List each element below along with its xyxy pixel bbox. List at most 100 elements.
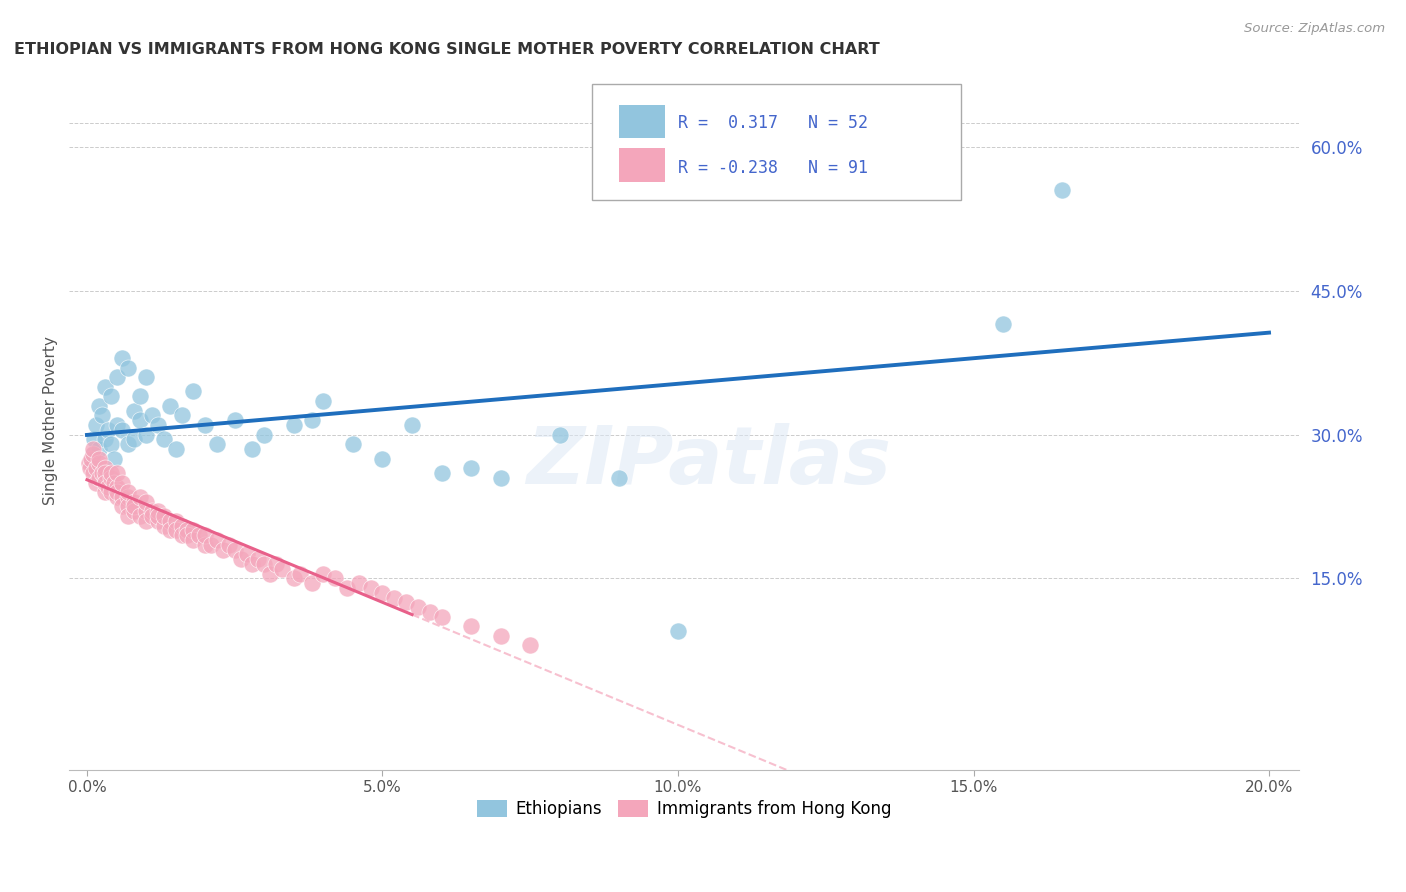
Point	[371, 585, 394, 599]
Point	[111, 490, 134, 504]
Point	[122, 403, 145, 417]
Point	[117, 500, 139, 514]
Point	[80, 451, 103, 466]
Point	[129, 389, 152, 403]
Point	[371, 451, 394, 466]
Point	[80, 456, 103, 470]
Point	[212, 542, 235, 557]
Point	[165, 514, 187, 528]
Point	[146, 504, 169, 518]
Point	[312, 566, 335, 581]
Point	[117, 360, 139, 375]
Bar	[619, 148, 665, 182]
Point	[194, 417, 217, 432]
Point	[90, 409, 112, 423]
Point	[146, 417, 169, 432]
Point	[93, 461, 115, 475]
Point	[117, 437, 139, 451]
Point	[105, 466, 128, 480]
Point	[111, 475, 134, 490]
Point	[519, 639, 541, 653]
Point	[247, 552, 270, 566]
Point	[82, 447, 104, 461]
Point	[117, 509, 139, 524]
Point	[312, 394, 335, 409]
Point	[135, 494, 157, 508]
Point	[141, 504, 163, 518]
Point	[188, 528, 211, 542]
Point	[283, 571, 305, 585]
Point	[122, 494, 145, 508]
Text: R =  0.317   N = 52: R = 0.317 N = 52	[678, 114, 868, 132]
Point	[419, 605, 441, 619]
Point	[205, 533, 228, 547]
Point	[93, 466, 115, 480]
Point	[242, 442, 264, 456]
Point	[283, 417, 305, 432]
Legend: Ethiopians, Immigrants from Hong Kong: Ethiopians, Immigrants from Hong Kong	[470, 793, 898, 824]
Point	[105, 480, 128, 494]
Point	[129, 413, 152, 427]
Point	[82, 442, 104, 456]
Point	[460, 461, 482, 475]
Point	[87, 456, 110, 470]
Point	[159, 524, 181, 538]
Point	[200, 538, 222, 552]
Text: R = -0.238   N = 91: R = -0.238 N = 91	[678, 159, 868, 177]
Point	[165, 442, 187, 456]
Point	[93, 433, 115, 447]
Point	[87, 442, 110, 456]
Point	[93, 471, 115, 485]
Point	[122, 500, 145, 514]
Point	[183, 533, 205, 547]
Point	[159, 514, 181, 528]
Point	[93, 475, 115, 490]
Point	[152, 509, 174, 524]
Point	[360, 581, 382, 595]
Point	[152, 518, 174, 533]
Point	[159, 399, 181, 413]
Point	[103, 451, 125, 466]
Point	[183, 384, 205, 399]
Point	[117, 490, 139, 504]
Point	[176, 524, 198, 538]
Point	[97, 423, 120, 437]
Point	[176, 528, 198, 542]
Point	[301, 413, 323, 427]
Point	[991, 318, 1014, 332]
Point	[264, 557, 287, 571]
Point	[323, 571, 346, 585]
Point	[87, 399, 110, 413]
Point	[224, 542, 246, 557]
Point	[229, 552, 252, 566]
Point	[430, 609, 453, 624]
Point	[401, 417, 423, 432]
Point	[100, 471, 122, 485]
Point	[224, 413, 246, 427]
Point	[301, 576, 323, 591]
Point	[347, 576, 370, 591]
Point	[103, 475, 125, 490]
Point	[141, 409, 163, 423]
Point	[460, 619, 482, 633]
Text: ZIPatlas: ZIPatlas	[526, 423, 891, 501]
Point	[84, 417, 107, 432]
Point	[1050, 183, 1073, 197]
Point	[105, 485, 128, 500]
Point	[100, 466, 122, 480]
Point	[105, 490, 128, 504]
Point	[382, 591, 405, 605]
Point	[170, 409, 193, 423]
Point	[152, 433, 174, 447]
Point	[395, 595, 418, 609]
Point	[235, 547, 257, 561]
Point	[105, 417, 128, 432]
Point	[170, 528, 193, 542]
Point	[336, 581, 359, 595]
Bar	[619, 104, 665, 138]
Point	[194, 528, 217, 542]
Point	[90, 466, 112, 480]
Text: Source: ZipAtlas.com: Source: ZipAtlas.com	[1244, 22, 1385, 36]
Point	[84, 475, 107, 490]
Point	[135, 504, 157, 518]
